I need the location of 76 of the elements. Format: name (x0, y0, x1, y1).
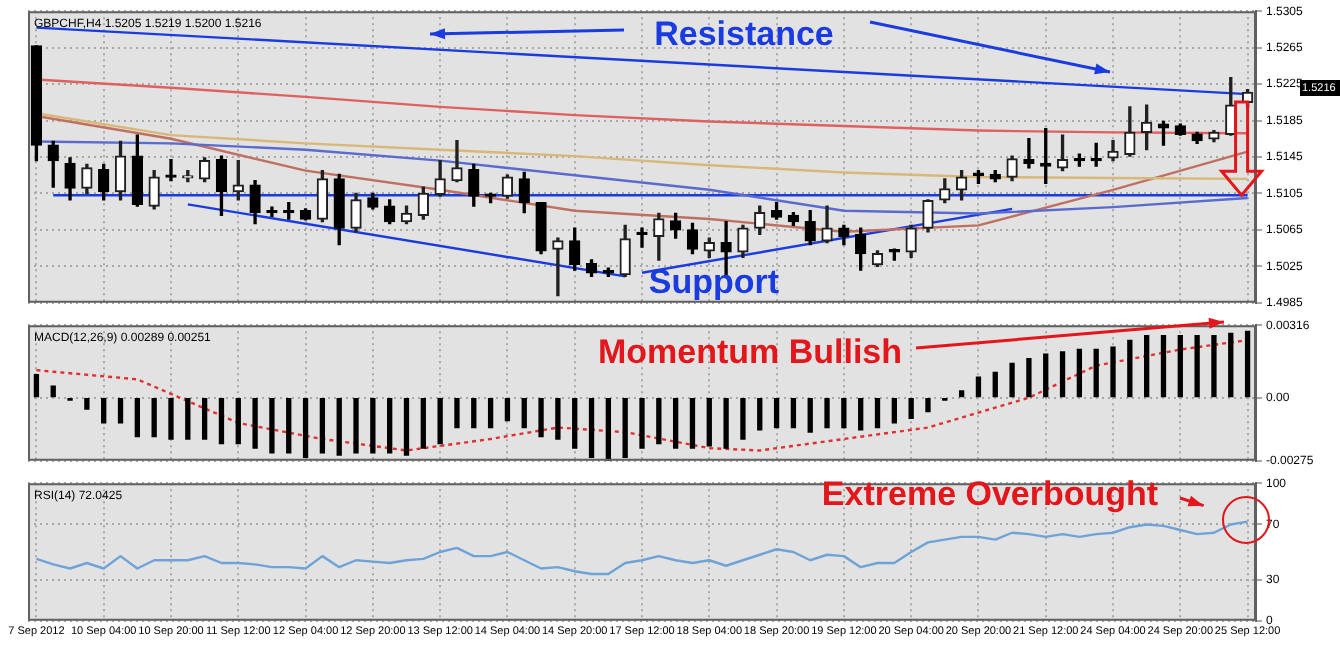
bar (420, 398, 426, 449)
bar (1160, 335, 1167, 398)
bar (521, 398, 527, 429)
bar (1194, 335, 1200, 398)
bar (269, 398, 275, 454)
bar (672, 398, 679, 449)
bar (101, 398, 107, 424)
bar (538, 398, 544, 438)
bar (302, 398, 309, 459)
bar (403, 398, 410, 456)
bar (353, 398, 359, 454)
bar (958, 390, 965, 398)
bar (504, 398, 511, 422)
bar (656, 398, 662, 445)
bar (134, 398, 140, 438)
bar (201, 398, 208, 440)
bar (1211, 335, 1217, 398)
bar (151, 398, 157, 438)
bar (168, 398, 174, 440)
bar (1144, 335, 1150, 398)
bar (286, 398, 292, 454)
bar (336, 398, 342, 456)
bar (84, 398, 90, 410)
bar (555, 398, 561, 440)
bar (790, 398, 797, 429)
bar (185, 398, 191, 440)
bar (1127, 339, 1133, 398)
bar (1110, 346, 1116, 398)
bar (605, 398, 612, 461)
bar (639, 398, 645, 449)
bar (1177, 335, 1183, 398)
bar (622, 398, 628, 459)
bar (471, 398, 477, 429)
bar (1043, 353, 1049, 398)
bar (572, 398, 578, 449)
candlestick (165, 159, 177, 182)
bar (891, 398, 897, 424)
bar (908, 398, 914, 420)
bar (858, 398, 864, 431)
bar (1009, 362, 1015, 398)
bar (706, 398, 712, 447)
bar (117, 398, 124, 424)
bar (235, 398, 241, 445)
bar (1026, 358, 1032, 398)
bar (1244, 330, 1251, 398)
bar (487, 398, 494, 429)
bar (319, 398, 326, 454)
bar (1076, 348, 1083, 398)
bar (723, 398, 729, 449)
bar (1228, 332, 1234, 398)
bar (841, 398, 847, 429)
bar (992, 371, 998, 398)
bar (370, 398, 376, 454)
bar (1059, 351, 1066, 398)
bar (757, 398, 763, 431)
bar (689, 398, 696, 449)
bar (218, 398, 225, 445)
bar (454, 398, 460, 429)
bar (874, 398, 881, 429)
annotation: Resistance (654, 15, 834, 54)
bar (773, 398, 780, 429)
bar (588, 398, 595, 459)
candlestick (552, 237, 564, 297)
bar (740, 398, 746, 440)
annotation: Extreme Overbought (821, 475, 1159, 514)
bar (387, 398, 393, 454)
bar (807, 398, 813, 433)
bar (1093, 348, 1099, 398)
annotation: Momentum Bullish (597, 333, 903, 372)
bar (925, 398, 931, 413)
bar (975, 376, 982, 398)
bar (824, 398, 830, 429)
bar (252, 398, 258, 449)
bar (437, 398, 443, 445)
annotation: Support (648, 263, 780, 302)
bar (33, 374, 40, 398)
